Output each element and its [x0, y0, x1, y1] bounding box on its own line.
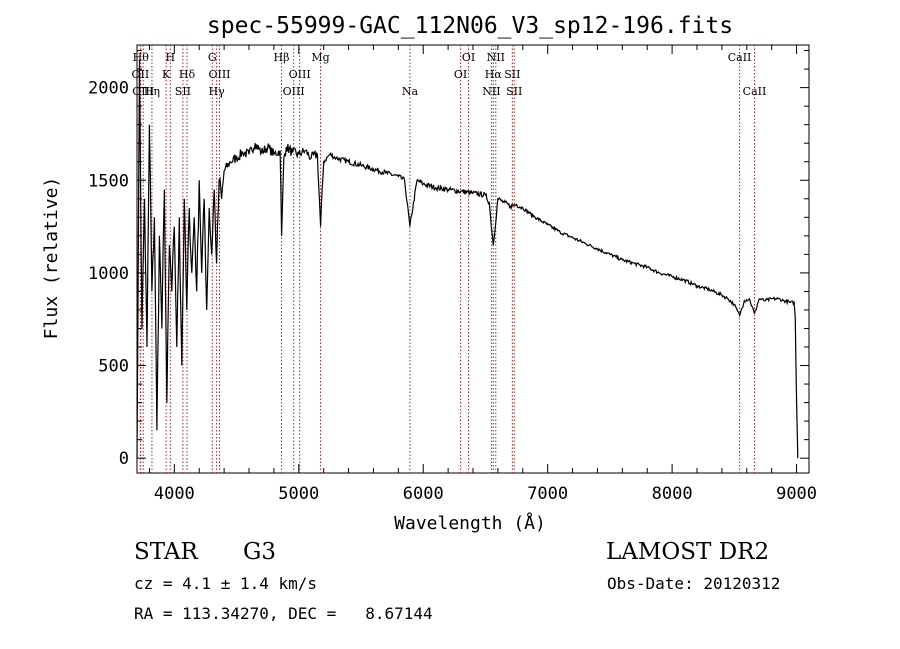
spectral-line-markers	[139, 45, 755, 473]
spectral-line-label: Hβ	[274, 51, 290, 64]
spectral-line-label: OIII	[132, 85, 154, 98]
y-axis-ticks: 0 500 1000 1500 2000	[88, 50, 809, 469]
spectral-line-label: Mg	[311, 51, 329, 64]
spectral-line-label: NII	[482, 85, 500, 98]
chart-title: spec-55999-GAC_112N06_V3_sp12-196.fits	[207, 13, 733, 39]
spectral-line-label: Hδ	[179, 68, 196, 81]
x-axis-label: Wavelength (Å)	[394, 512, 546, 534]
y-tick-label: 2000	[88, 79, 129, 99]
x-axis-ticks: 4000 5000 6000 7000 8000 9000	[148, 45, 817, 504]
spectral-line-label: Hθ	[133, 51, 150, 64]
spectrum-series-line	[136, 59, 799, 459]
x-tick-label: 7000	[527, 484, 568, 504]
spectral-line-label: OI	[454, 68, 467, 81]
coordinates: RA = 113.34270, DEC = 8.67144	[134, 604, 433, 623]
spectral-line-label: OIII	[289, 68, 311, 81]
obs-date: Obs-Date: 20120312	[607, 574, 781, 593]
spectral-line-label: CaII	[743, 85, 767, 98]
spectral-line-label: OII	[132, 68, 150, 81]
spectral-line-label: K	[162, 68, 171, 81]
y-axis-label: Flux (relative)	[41, 177, 62, 340]
plot-frame	[136, 44, 810, 474]
x-tick-label: 6000	[403, 484, 444, 504]
spectral-line-label: G	[208, 51, 217, 64]
x-tick-label: 5000	[278, 484, 319, 504]
spectral-line-label: H	[166, 51, 176, 64]
y-tick-label: 1500	[88, 171, 129, 191]
spectral-subclass: G3	[243, 539, 277, 565]
spectral-line-label: Na	[402, 85, 419, 98]
spectral-line-label: SII	[506, 85, 522, 98]
spectral-line-label: SII	[504, 68, 520, 81]
y-tick-label: 1000	[88, 264, 129, 284]
spectral-line-label: Hα	[485, 68, 503, 81]
x-tick-label: 9000	[776, 484, 817, 504]
spectral-line-label: SII	[175, 85, 191, 98]
spectral-line-label: Hγ	[209, 85, 226, 98]
spectral-line-label: OI	[462, 51, 475, 64]
y-tick-label: 0	[119, 449, 129, 469]
spectral-line-label: Hη	[144, 85, 160, 98]
survey-name: LAMOST DR2	[606, 539, 770, 565]
spectral-line-label: OIII	[208, 68, 230, 81]
spectral-line-label: CaII	[728, 51, 752, 64]
redshift-readout: cz = 4.1 ± 1.4 km/s	[134, 574, 318, 593]
x-tick-label: 4000	[154, 484, 195, 504]
object-class: STAR	[134, 539, 198, 565]
spectral-line-label: OIII	[283, 85, 305, 98]
spectral-line-labels: HθOIIOIIIHηKHHδSIIGHγOIIIHβOIIIOIIIMgNaO…	[132, 51, 767, 98]
x-tick-label: 8000	[652, 484, 693, 504]
spectral-line-label: NII	[487, 51, 505, 64]
y-tick-label: 500	[98, 357, 129, 377]
